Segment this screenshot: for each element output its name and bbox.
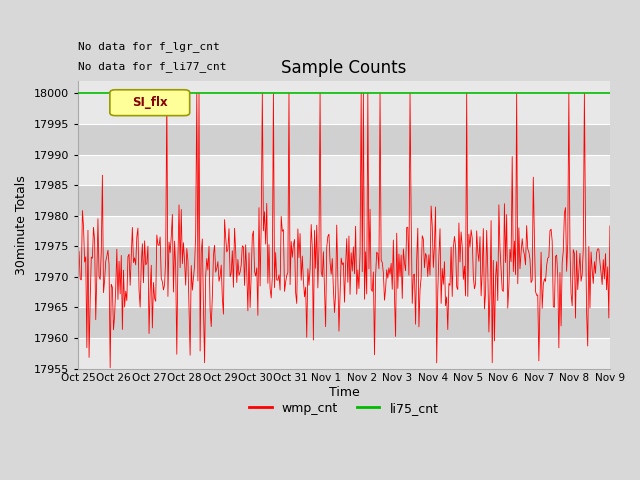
Bar: [78, 155, 610, 185]
Title: Sample Counts: Sample Counts: [281, 59, 406, 77]
Text: No data for f_li77_cnt: No data for f_li77_cnt: [78, 61, 227, 72]
Text: No data for f_lgr_cnt: No data for f_lgr_cnt: [78, 41, 220, 52]
Bar: [78, 307, 610, 338]
Text: SI_flx: SI_flx: [132, 96, 168, 109]
FancyBboxPatch shape: [110, 90, 189, 116]
Legend: wmp_cnt, li75_cnt: wmp_cnt, li75_cnt: [244, 397, 444, 420]
Bar: [78, 124, 610, 155]
Bar: [78, 94, 610, 124]
Bar: [78, 185, 610, 216]
Bar: [78, 216, 610, 246]
X-axis label: Time: Time: [328, 386, 359, 399]
Bar: [78, 338, 610, 369]
Bar: [78, 246, 610, 277]
Y-axis label: 30minute Totals: 30minute Totals: [15, 175, 28, 275]
Bar: [78, 277, 610, 307]
